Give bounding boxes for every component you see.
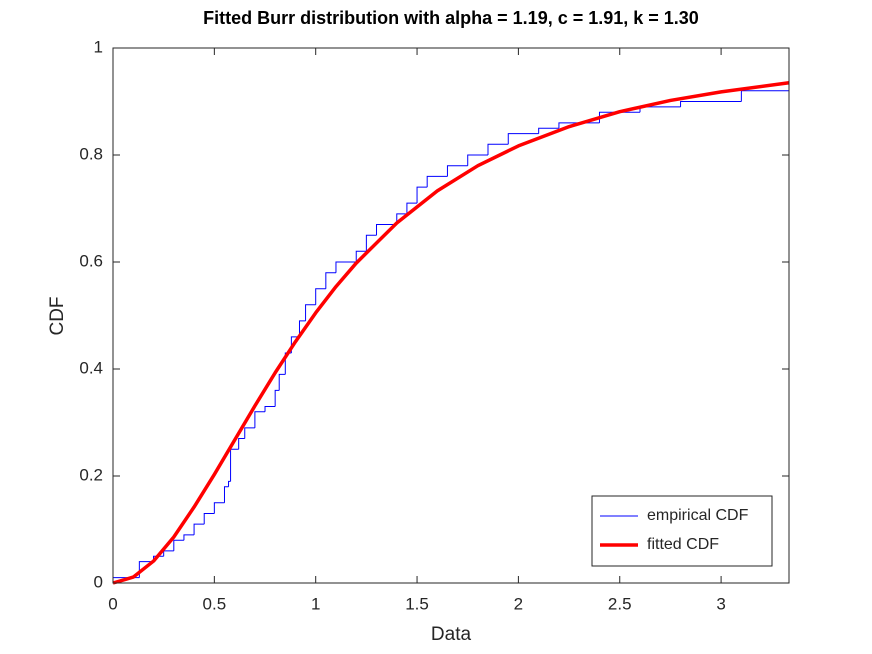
- y-axis-label: CDF: [47, 296, 68, 335]
- ecdf-step: [365, 234, 377, 252]
- y-tick-label: 1: [94, 37, 103, 56]
- ecdf-step: [680, 101, 742, 107]
- ecdf-step: [193, 523, 205, 535]
- ecdf-step: [335, 261, 357, 273]
- legend-label: fitted CDF: [647, 536, 719, 553]
- ecdf-step: [254, 411, 266, 428]
- ecdf-step: [507, 133, 539, 145]
- x-tick-label: 0: [108, 594, 117, 613]
- ecdf-step: [264, 405, 276, 412]
- ecdf-step: [238, 438, 245, 450]
- ecdf-step: [173, 539, 184, 551]
- plot-area: [113, 48, 789, 583]
- x-tick-label: 3: [716, 594, 725, 613]
- ecdf-step: [183, 534, 195, 541]
- legend-box: [591, 495, 773, 567]
- ecdf-step: [274, 389, 280, 407]
- ecdf-step: [325, 272, 336, 289]
- ecdf-step: [315, 288, 326, 305]
- y-tick-label: 0.4: [79, 358, 103, 377]
- x-tick-label: 1: [311, 594, 320, 613]
- y-tick-label: 0.2: [79, 465, 103, 484]
- legend-label: empirical CDF: [647, 507, 749, 524]
- ecdf-step: [426, 175, 448, 188]
- axes-box: [112, 47, 790, 584]
- ecdf-step: [467, 154, 488, 166]
- ecdf-step: [446, 165, 468, 177]
- chart-title: Fitted Burr distribution with alpha = 1.…: [203, 8, 699, 28]
- x-axis-label: Data: [431, 624, 472, 645]
- x-tick-label: 1.5: [405, 594, 429, 613]
- ecdf-step: [223, 486, 229, 503]
- ecdf-step: [298, 320, 306, 337]
- ecdf-step: [213, 502, 225, 514]
- ecdf-step: [305, 304, 316, 321]
- ecdf-step: [416, 186, 428, 204]
- ecdf-step: [406, 202, 418, 214]
- legend: empirical CDF fitted CDF: [591, 495, 773, 567]
- ecdf-step: [203, 512, 215, 525]
- x-tick-label: 2.5: [608, 594, 632, 613]
- x-tick-label: 0.5: [203, 594, 227, 613]
- fitted-line: [112, 81, 790, 585]
- y-tick-label: 0: [94, 572, 103, 591]
- ecdf-step: [538, 127, 559, 134]
- ecdf-step: [355, 250, 367, 262]
- x-tick-label: 2: [514, 594, 523, 613]
- ecdf-step: [228, 480, 231, 487]
- ecdf-step: [278, 373, 286, 391]
- y-tick-label: 0.8: [79, 144, 103, 163]
- ecdf-step: [244, 427, 255, 439]
- y-tick-label: 0.6: [79, 251, 103, 270]
- ecdf-step: [487, 143, 509, 155]
- ecdf-step: [376, 224, 397, 236]
